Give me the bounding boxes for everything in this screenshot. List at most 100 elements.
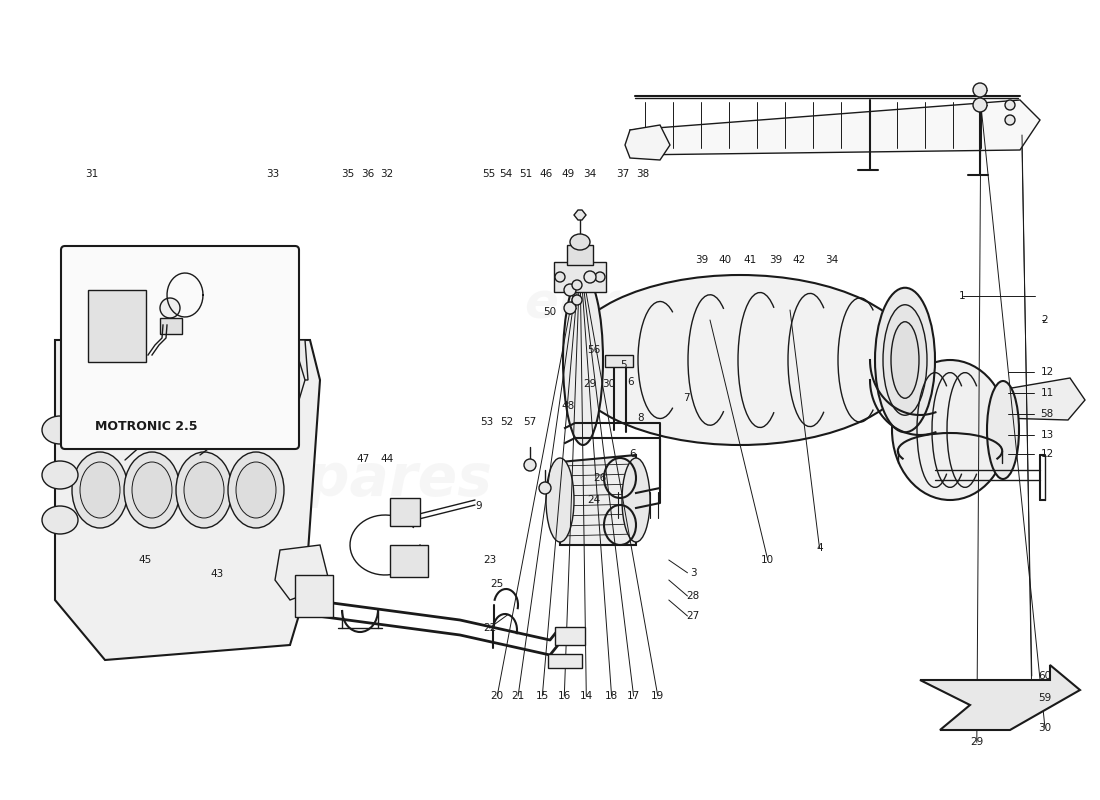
- Circle shape: [539, 482, 551, 494]
- Text: 53: 53: [481, 417, 494, 426]
- Text: 14: 14: [580, 691, 593, 701]
- Text: 30: 30: [1038, 723, 1052, 733]
- Text: 60: 60: [1038, 671, 1052, 681]
- Text: 58: 58: [1041, 410, 1054, 419]
- Text: 15: 15: [536, 691, 549, 701]
- Text: 4: 4: [816, 543, 823, 553]
- Circle shape: [160, 298, 180, 318]
- Text: 5: 5: [620, 360, 627, 370]
- Polygon shape: [920, 665, 1080, 730]
- Text: 6: 6: [629, 450, 636, 459]
- Bar: [390, 545, 428, 577]
- Polygon shape: [165, 295, 288, 436]
- Text: 36: 36: [361, 170, 374, 179]
- Text: 35: 35: [341, 170, 354, 179]
- Circle shape: [1005, 100, 1015, 110]
- Text: eurospares: eurospares: [123, 451, 493, 509]
- Ellipse shape: [80, 462, 120, 518]
- Text: 1: 1: [959, 291, 966, 301]
- Bar: [566, 245, 593, 265]
- Text: 13: 13: [1041, 430, 1054, 440]
- Text: 39: 39: [695, 255, 708, 265]
- Polygon shape: [625, 125, 670, 160]
- Text: 31: 31: [85, 170, 98, 179]
- Circle shape: [564, 284, 576, 296]
- Circle shape: [524, 459, 536, 471]
- Text: 55: 55: [482, 170, 495, 179]
- Text: 28: 28: [686, 591, 700, 601]
- Text: 23: 23: [483, 555, 496, 565]
- Text: 8: 8: [637, 413, 644, 422]
- Circle shape: [556, 272, 565, 282]
- Text: 6: 6: [627, 378, 634, 387]
- Text: 57: 57: [524, 417, 537, 426]
- Text: 43: 43: [210, 570, 223, 579]
- Text: 34: 34: [825, 255, 838, 265]
- Bar: [548, 654, 582, 668]
- Polygon shape: [150, 280, 305, 448]
- Ellipse shape: [228, 452, 284, 528]
- Text: 12: 12: [1041, 450, 1054, 459]
- Ellipse shape: [176, 452, 232, 528]
- Text: 12: 12: [1041, 367, 1054, 377]
- FancyBboxPatch shape: [60, 246, 299, 449]
- Ellipse shape: [565, 275, 915, 445]
- Circle shape: [974, 98, 987, 112]
- Circle shape: [572, 280, 582, 290]
- Text: 25: 25: [491, 579, 504, 589]
- Bar: [554, 262, 606, 292]
- Text: 46: 46: [539, 170, 552, 179]
- Ellipse shape: [874, 288, 935, 432]
- Bar: [295, 575, 333, 617]
- Circle shape: [1005, 115, 1015, 125]
- Text: 27: 27: [686, 611, 700, 621]
- Bar: [160, 318, 182, 334]
- Polygon shape: [630, 100, 1040, 155]
- Text: 41: 41: [744, 255, 757, 265]
- Text: 10: 10: [761, 555, 774, 565]
- Text: 59: 59: [1038, 694, 1052, 703]
- Text: 11: 11: [1041, 388, 1054, 398]
- Ellipse shape: [987, 381, 1019, 479]
- Ellipse shape: [563, 275, 603, 445]
- Text: 50: 50: [543, 307, 557, 317]
- Text: 48: 48: [561, 402, 574, 411]
- Text: 39: 39: [769, 255, 782, 265]
- Polygon shape: [62, 340, 308, 380]
- Text: 7: 7: [683, 394, 690, 403]
- Text: 16: 16: [558, 691, 571, 701]
- Text: 19: 19: [651, 691, 664, 701]
- Text: 3: 3: [690, 568, 696, 578]
- Text: 47: 47: [356, 454, 370, 464]
- Text: 42: 42: [792, 255, 805, 265]
- Ellipse shape: [546, 458, 574, 542]
- Text: 52: 52: [500, 417, 514, 426]
- Circle shape: [974, 83, 987, 97]
- Text: 26: 26: [593, 473, 606, 482]
- Text: 30: 30: [602, 379, 615, 389]
- Bar: [390, 498, 420, 526]
- Text: 24: 24: [587, 495, 601, 505]
- Text: 2: 2: [1042, 315, 1048, 325]
- Ellipse shape: [42, 506, 78, 534]
- Ellipse shape: [236, 462, 276, 518]
- Text: 22: 22: [483, 623, 496, 633]
- Text: 32: 32: [381, 170, 394, 179]
- Text: 18: 18: [605, 691, 618, 701]
- Polygon shape: [275, 545, 330, 600]
- Circle shape: [584, 271, 596, 283]
- Ellipse shape: [883, 305, 927, 415]
- Text: 37: 37: [616, 170, 629, 179]
- Text: 40: 40: [718, 255, 732, 265]
- Text: 17: 17: [627, 691, 640, 701]
- Ellipse shape: [892, 360, 1008, 500]
- Text: MOTRONIC 2.5: MOTRONIC 2.5: [95, 421, 198, 434]
- Text: 34: 34: [583, 170, 596, 179]
- Circle shape: [595, 272, 605, 282]
- Ellipse shape: [124, 452, 180, 528]
- Text: eurospares: eurospares: [524, 280, 840, 328]
- Text: 38: 38: [636, 170, 649, 179]
- Text: 44: 44: [381, 454, 394, 464]
- Text: 33: 33: [266, 170, 279, 179]
- Text: 9: 9: [475, 502, 482, 511]
